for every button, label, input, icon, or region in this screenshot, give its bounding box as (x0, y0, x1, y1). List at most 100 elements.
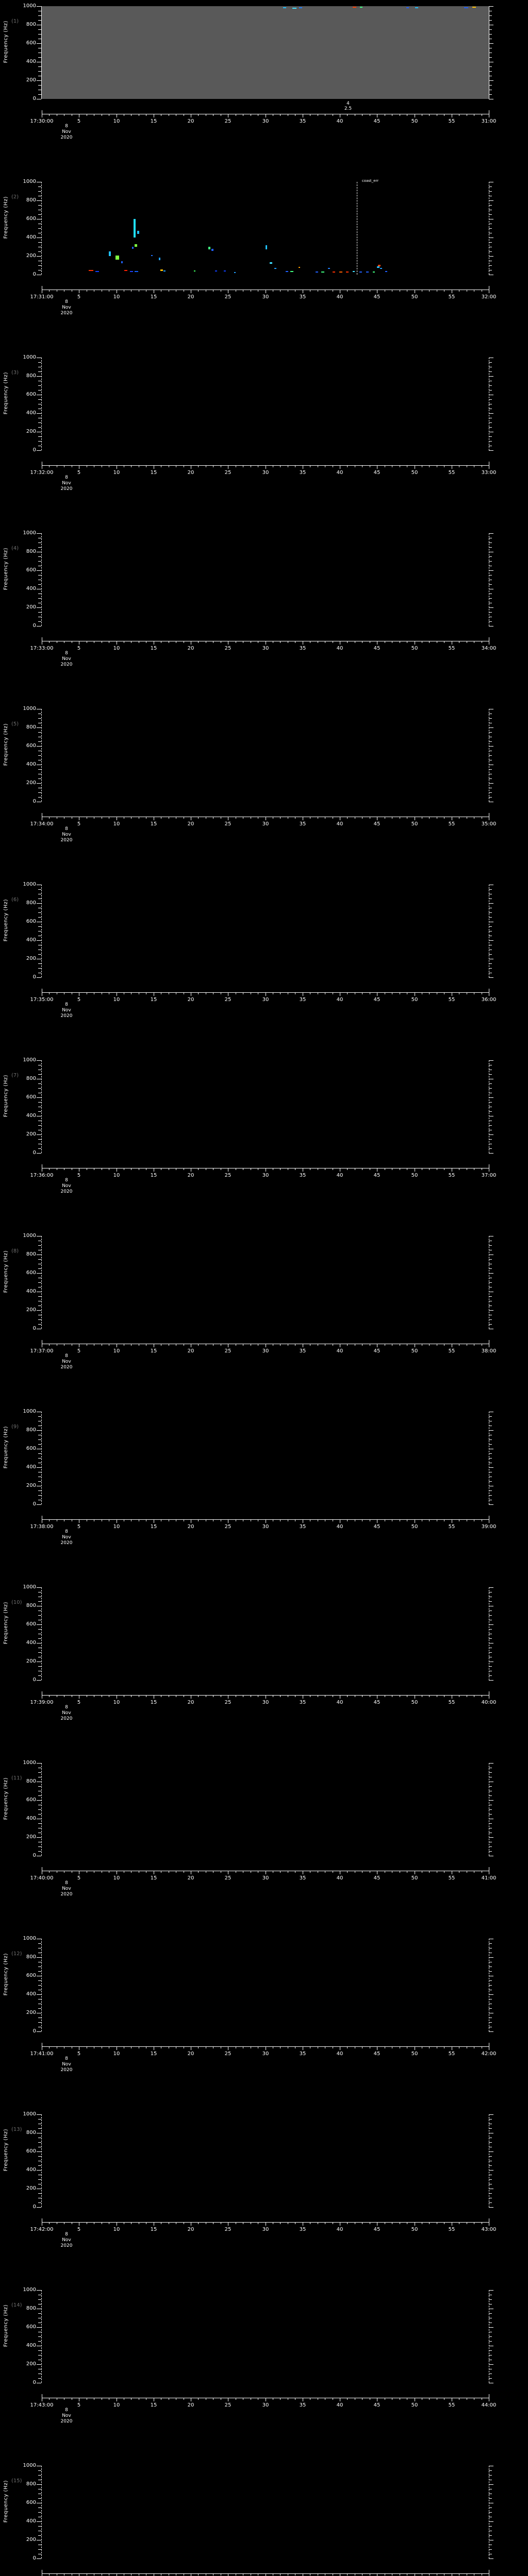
y-tick-minor (38, 1786, 41, 1787)
y-tick-minor-right (489, 1615, 492, 1616)
panel-number: (15) (11, 2478, 22, 2484)
y-axis-spine (41, 2466, 42, 2558)
y-tick-label: 200 (26, 2010, 36, 2015)
y-tick-minor (38, 1074, 41, 1075)
y-tick-minor-right (489, 1772, 492, 1773)
y-tick-major (37, 413, 41, 414)
x-tick-minor (429, 2222, 430, 2224)
panel-number: (12) (11, 1951, 22, 1957)
detection-mark (135, 244, 137, 247)
x-tick-minor (198, 1168, 199, 1170)
y-tick-major (37, 1680, 41, 1681)
x-tick-label: 10 (113, 997, 120, 1003)
x-tick-label: 35 (299, 646, 306, 651)
x-tick-label: 15 (150, 470, 157, 476)
y-tick-minor-right (489, 792, 492, 793)
y-tick-label: 0 (32, 272, 36, 277)
x-axis-date: 8 Nov 2020 (61, 475, 73, 492)
x-tick-label: 55 (448, 646, 455, 651)
y-tick-minor-right (489, 85, 492, 86)
y-tick-major-right (489, 2327, 493, 2328)
y-tick-minor-right (489, 385, 492, 386)
y-tick-label: 600 (26, 40, 36, 46)
panel-number: (1) (11, 19, 19, 24)
x-tick-minor (347, 1695, 348, 1697)
y-tick-major (37, 1310, 41, 1311)
y-tick-major (37, 80, 41, 81)
y-tick-label: 800 (26, 1076, 36, 1081)
y-tick-minor (38, 718, 41, 719)
detection-mark (415, 7, 418, 8)
x-tick-label: 50 (411, 470, 418, 476)
y-tick-minor-right (489, 1268, 492, 1269)
date-line: Nov (62, 656, 71, 662)
detection-mark (464, 7, 468, 8)
x-tick-minor (347, 1871, 348, 1873)
y-tick-label: 200 (26, 253, 36, 259)
x-tick-minor (198, 1519, 199, 1521)
y-tick-label: 600 (26, 1797, 36, 1803)
y-tick-label: 400 (26, 586, 36, 591)
x-tick-minor (429, 290, 430, 292)
y-tick-minor-right (489, 2549, 492, 2550)
y-tick-minor (38, 561, 41, 562)
x-tick-label: 40 (336, 1524, 343, 1530)
detection-mark (316, 272, 318, 273)
x-tick-label: 55 (448, 2227, 455, 2232)
y-tick-minor-right (489, 228, 492, 229)
y-tick-minor (38, 29, 41, 30)
y-tick-minor-right (489, 2336, 492, 2337)
x-tick-label: 40 (336, 294, 343, 300)
y-tick-major-right (489, 783, 493, 784)
x-axis-date: 8 Nov 2020 (61, 1705, 73, 1722)
y-tick-label: 0 (32, 623, 36, 629)
x-tick-label: 35 (299, 997, 306, 1003)
y-tick-label: 800 (26, 1251, 36, 1257)
y-tick-major-right (489, 43, 493, 44)
date-line: 2020 (60, 135, 73, 140)
x-tick-label: 10 (113, 118, 120, 124)
y-tick-minor-right (489, 20, 492, 21)
detection-mark (160, 269, 163, 271)
y-tick-minor-right (489, 34, 492, 35)
y-tick-label: 0 (32, 1150, 36, 1156)
y-tick-minor-right (489, 214, 492, 215)
x-tick-label: 10 (113, 470, 120, 476)
y-tick-minor-right (489, 2341, 492, 2342)
y-tick-label: 1000 (23, 1760, 36, 1766)
y-tick-minor-right (489, 612, 492, 613)
y-tick-minor-right (489, 2119, 492, 2120)
y-tick-label: 800 (26, 724, 36, 730)
date-line: Nov (62, 1183, 71, 1189)
y-tick-minor (38, 1148, 41, 1149)
y-tick-minor-right (489, 2179, 492, 2180)
y-tick-minor (38, 228, 41, 229)
y-tick-major-right (489, 450, 493, 451)
x-tick-label: 15 (150, 1875, 157, 1881)
panel-number: (13) (11, 2127, 22, 2132)
x-tick-label: 45 (373, 997, 381, 1003)
y-axis-title: Frequency (Hz) (3, 2129, 9, 2172)
y-axis-title: Frequency (Hz) (3, 548, 9, 590)
detection-mark (360, 7, 362, 8)
y-axis-title: Frequency (Hz) (3, 1777, 9, 1820)
x-tick-minor (198, 290, 199, 292)
x-tick-minor (198, 817, 199, 819)
y-tick-major-right (489, 2170, 493, 2171)
x-tick-label: 45 (373, 1348, 381, 1354)
x-tick-label: 20 (187, 1173, 194, 1178)
x-tick-label: 30 (262, 997, 269, 1003)
panel-10: 0 200 400 600 800 1000 Frequency (Hz) (10) 17:39… (0, 1581, 528, 1757)
y-tick-label: 400 (26, 1289, 36, 1294)
panel-3: 0 200 400 600 800 1000 Frequency (Hz) (3) 17:32:… (0, 351, 528, 527)
y-tick-label: 200 (26, 1131, 36, 1137)
y-tick-major-right (489, 1504, 493, 1505)
x-tick-label: 17:37:00 (30, 1348, 54, 1354)
y-tick-minor-right (489, 2512, 492, 2513)
y-axis-spine (41, 709, 42, 802)
y-tick-minor (38, 547, 41, 548)
panel-8: 0 200 400 600 800 1000 Frequency (Hz) (8) 17:37:… (0, 1230, 528, 1405)
x-tick-label: 20 (187, 1875, 194, 1881)
y-tick-major (37, 2170, 41, 2171)
